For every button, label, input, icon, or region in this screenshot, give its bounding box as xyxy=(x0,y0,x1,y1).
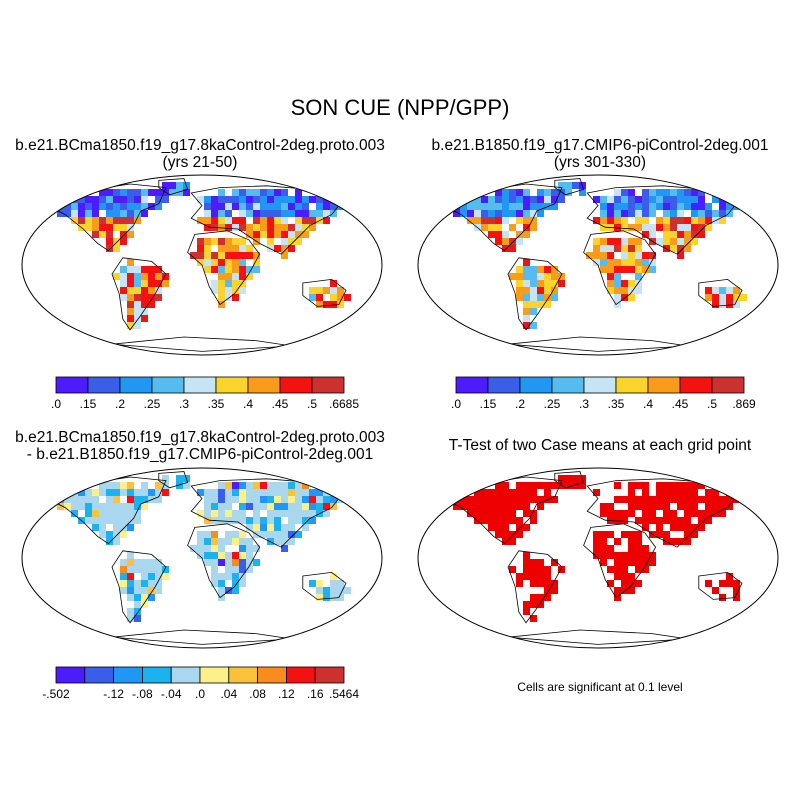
panel3-title-line1: b.e21.BCma1850.f19_g17.8kaControl-2deg.p… xyxy=(15,429,385,446)
panel2-colorbar-label: .2 xyxy=(515,397,525,411)
panel2-title-line2: (yrs 301-330) xyxy=(553,154,647,171)
panel4-grid-cells xyxy=(453,475,740,622)
panel1-colorbar-label: .6685 xyxy=(329,397,359,411)
panel1-colorbar-label: .35 xyxy=(208,397,225,411)
panel1-colorbar-label: .15 xyxy=(80,397,97,411)
panel3-grid-cells xyxy=(57,475,351,622)
panel2-title-line1: b.e21.B1850.f19_g17.CMIP6-piControl-2deg… xyxy=(431,137,769,154)
panel1-map xyxy=(21,174,383,356)
panel1-colorbar-label: .45 xyxy=(272,397,289,411)
panel2-map xyxy=(417,174,779,356)
panel3-colorbar-label: -.12 xyxy=(103,687,124,701)
figure-title: SON CUE (NPP/GPP) xyxy=(290,95,510,120)
panel3-colorbar: -.502 -.12 -.08 -.04 .0 .04 .08 .12 .16 .5464 xyxy=(42,666,359,701)
panel3-map xyxy=(21,467,383,649)
panel2-colorbar-label: .35 xyxy=(608,397,625,411)
panel1-title-line2: (yrs 21-50) xyxy=(162,154,238,171)
panel1-map-border xyxy=(21,174,383,356)
panel1-colorbar-label: .3 xyxy=(179,397,189,411)
panel2-colorbar-label: .15 xyxy=(480,397,497,411)
panel1-colorbar-label: .2 xyxy=(115,397,125,411)
panel1-colorbar-label: .5 xyxy=(307,397,317,411)
panel1-colorbar-label: .25 xyxy=(144,397,161,411)
panel3-colorbar-label: .12 xyxy=(278,687,295,701)
panel4-map-border xyxy=(417,467,779,649)
panel2-colorbar-label: .4 xyxy=(643,397,653,411)
panel3-colorbar-label: .16 xyxy=(307,687,324,701)
significance-note: Cells are significant at 0.1 level xyxy=(517,680,683,694)
panel1-title-line1: b.e21.BCma1850.f19_g17.8kaControl-2deg.p… xyxy=(15,137,385,154)
panel1-colorbar-label: .4 xyxy=(243,397,253,411)
panel4-title: T-Test of two Case means at each grid po… xyxy=(448,437,752,454)
panel2-colorbar-label: .869 xyxy=(732,397,756,411)
panel3-map-border xyxy=(21,467,383,649)
panel3-colorbar-label: -.04 xyxy=(161,687,182,701)
panel3-colorbar-label: .04 xyxy=(220,687,237,701)
panel2-colorbar-label: .0 xyxy=(451,397,461,411)
panel2-map-border xyxy=(417,174,779,356)
panel2-colorbar-label: .3 xyxy=(579,397,589,411)
panel1-grid-cells xyxy=(57,182,351,329)
panel3-colorbar-label: -.502 xyxy=(42,687,70,701)
panel2-colorbar-label: .45 xyxy=(672,397,689,411)
panel4-map xyxy=(417,467,779,649)
panel3-colorbar-label: .5464 xyxy=(329,687,359,701)
panel3-colorbar-label: -.08 xyxy=(132,687,153,701)
panel3-title-line2: - b.e21.B1850.f19_g17.CMIP6-piControl-2d… xyxy=(26,446,374,463)
panel1-colorbar: .0 .15 .2 .25 .3 .35 .4 .45 .5 .6685 xyxy=(51,376,359,411)
panel3-colorbar-label: .08 xyxy=(249,687,266,701)
panel2-colorbar-label: .5 xyxy=(707,397,717,411)
panel1-colorbar-label: .0 xyxy=(51,397,61,411)
panel2-colorbar-label: .25 xyxy=(544,397,561,411)
panel1-coastlines xyxy=(50,178,347,352)
panel2-grid-cells xyxy=(453,182,747,329)
panel3-colorbar-label: .0 xyxy=(195,687,205,701)
panel2-colorbar: .0 .15 .2 .25 .3 .35 .4 .45 .5 .869 xyxy=(451,376,756,411)
